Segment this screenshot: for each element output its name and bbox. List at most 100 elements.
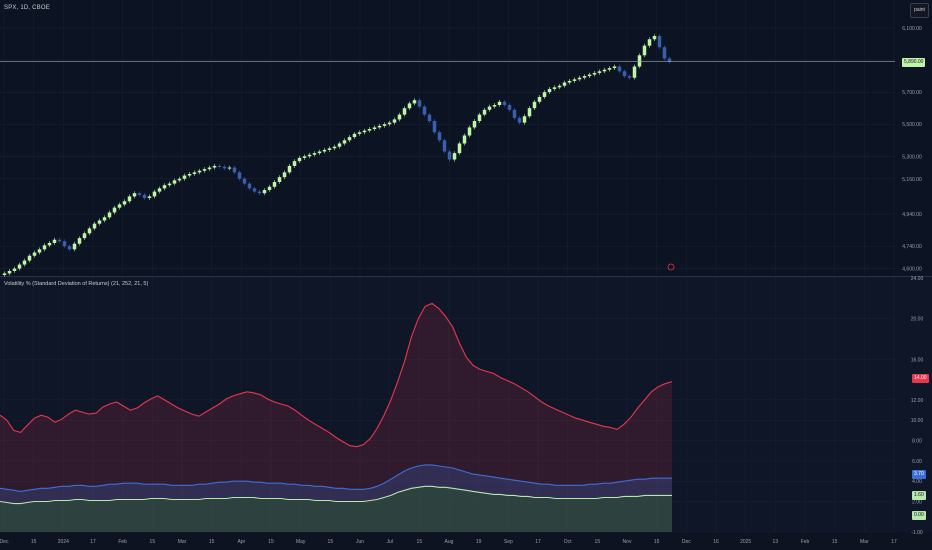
candle-body xyxy=(12,268,17,271)
candle-body xyxy=(612,66,617,69)
vol-red-tag: 14.00 xyxy=(912,374,929,383)
vol-line-blue xyxy=(0,464,672,492)
candle-body xyxy=(347,137,352,141)
vol-tick-label: 12.00 xyxy=(911,398,924,404)
candle-body xyxy=(552,87,557,89)
time-tick-label: Apr xyxy=(237,539,245,545)
candle-body xyxy=(307,154,312,157)
candle-body xyxy=(372,127,377,130)
candle-body xyxy=(557,85,562,88)
candle-body xyxy=(512,109,517,118)
candle-body xyxy=(592,72,597,75)
candle-body xyxy=(602,69,607,72)
symbol-label: SPX, 1D, CBOE xyxy=(4,5,50,11)
candle-body xyxy=(167,183,172,186)
price-tick-label: 5,300.00 xyxy=(902,154,922,160)
candle-body xyxy=(92,223,97,229)
candle-body xyxy=(452,153,457,160)
candle-body xyxy=(7,270,12,274)
candle-body xyxy=(537,96,542,102)
candle-body xyxy=(447,151,452,160)
vol-area-green xyxy=(0,486,672,532)
candle-body xyxy=(112,207,117,213)
vol-tick-label: 24.00 xyxy=(911,276,924,282)
vol-area-blue xyxy=(0,464,672,532)
time-tick-label: 15 xyxy=(832,539,838,545)
candle-body xyxy=(467,127,472,136)
candle-body xyxy=(522,116,527,123)
time-tick-label: Feb xyxy=(801,539,810,545)
candle-body xyxy=(147,196,152,199)
candle-body xyxy=(227,167,232,169)
candle-body xyxy=(312,153,317,155)
time-tick-label: 15 xyxy=(654,539,660,545)
price-tick-label: 5,160.00 xyxy=(902,177,922,183)
candle-body xyxy=(17,264,22,269)
vol-line-red xyxy=(0,302,673,448)
time-tick-label: Oct xyxy=(564,539,572,545)
candle-body xyxy=(327,148,332,150)
vol-tick-label: 2.00 xyxy=(912,500,922,506)
candle-body xyxy=(177,178,182,181)
candle-body xyxy=(412,100,417,104)
price-tick-label: 5,500.00 xyxy=(902,122,922,128)
paint-button[interactable]: paint xyxy=(910,3,929,18)
candle-body xyxy=(132,193,137,197)
candle-body xyxy=(652,36,657,40)
candle-body xyxy=(377,125,382,128)
candle-body xyxy=(622,71,627,77)
time-tick-label: 15 xyxy=(209,539,215,545)
candle-body xyxy=(67,246,72,250)
candle-body xyxy=(487,106,492,110)
candle-body xyxy=(247,183,252,189)
candle-body xyxy=(272,181,277,187)
candle-body xyxy=(262,190,267,194)
candle-body xyxy=(632,66,637,78)
price-tick-label: 5,700.00 xyxy=(902,90,922,96)
time-tick-label: 2024 xyxy=(58,539,69,545)
candle-body xyxy=(207,167,212,170)
candle-body xyxy=(517,117,522,123)
candle-body xyxy=(57,239,62,242)
candle-body xyxy=(567,80,572,83)
candle-body xyxy=(462,135,467,144)
candle-body xyxy=(72,243,77,250)
time-tick-label: 2025 xyxy=(740,539,751,545)
vol-bottom-tag: 0.00 xyxy=(912,511,926,520)
vol-tick-label: 16.00 xyxy=(911,357,924,363)
candle-body xyxy=(77,238,82,244)
candle-body xyxy=(647,39,652,46)
candle-body xyxy=(357,132,362,134)
candle-body xyxy=(502,101,507,105)
candle-body xyxy=(392,119,397,123)
candle-body xyxy=(492,105,497,107)
time-tick-label: Feb xyxy=(118,539,127,545)
candle-body xyxy=(212,165,217,168)
time-tick-label: 15 xyxy=(268,539,274,545)
candle-body xyxy=(437,132,442,141)
candle-body xyxy=(562,82,567,86)
vol-tick-label: 6.00 xyxy=(912,459,922,465)
candle-body xyxy=(172,180,177,184)
candle-body xyxy=(587,74,592,77)
candle-body xyxy=(422,106,427,115)
candle-body xyxy=(667,58,672,62)
candle-body xyxy=(237,172,242,179)
candle-body xyxy=(287,165,292,173)
candle-body xyxy=(62,241,67,247)
candle-body xyxy=(2,273,7,275)
price-tick-label: 4,600.00 xyxy=(902,267,922,273)
vol-tick-label: 20.00 xyxy=(911,317,924,323)
vol-tick-label: 10.00 xyxy=(911,418,924,424)
candle-body xyxy=(162,185,167,189)
candle-body xyxy=(402,108,407,115)
candle-body xyxy=(97,220,102,224)
time-tick-label: 17 xyxy=(891,539,897,545)
candle-body xyxy=(427,114,432,122)
candle-body xyxy=(657,36,662,48)
candle-body xyxy=(117,204,122,208)
candle-body xyxy=(527,108,532,117)
candle-body xyxy=(627,76,632,78)
candle-body xyxy=(642,45,647,56)
